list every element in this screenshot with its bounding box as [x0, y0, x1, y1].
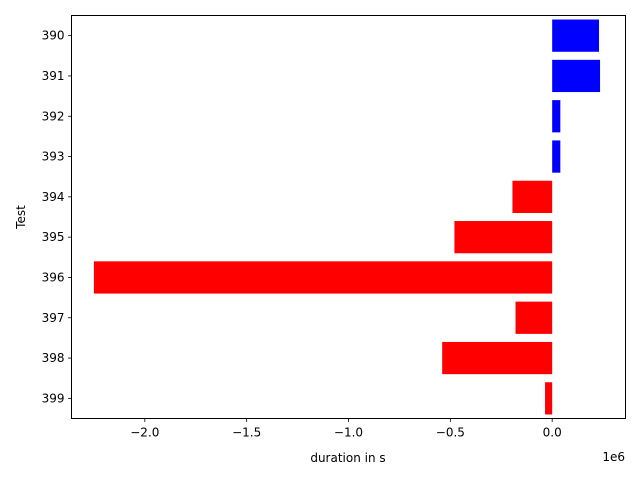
bar-396: [93, 261, 553, 294]
bar-395: [454, 221, 553, 254]
y-tick-label-395: 395: [42, 230, 65, 244]
y-tick-label-399: 399: [42, 391, 65, 405]
bar-399: [545, 382, 553, 415]
x-tick-label: −0.5: [436, 426, 465, 440]
x-tick-label: −2.0: [130, 426, 159, 440]
bars-group: [93, 19, 601, 415]
x-tick-label: 0.0: [543, 426, 562, 440]
bar-394: [512, 180, 553, 213]
y-axis-label: Test: [14, 205, 28, 230]
x-axis-offset-label: 1e6: [602, 450, 625, 464]
y-tick-label-398: 398: [42, 351, 65, 365]
x-tick-label: −1.5: [232, 426, 261, 440]
y-tick-label-392: 392: [42, 109, 65, 123]
y-axis: 390 391 392 393 394 395 396 397 398 399: [42, 29, 72, 405]
y-tick-label-391: 391: [42, 69, 65, 83]
bar-391: [552, 59, 601, 93]
x-axis: −2.0 −1.5 −1.0 −0.5 0.0: [130, 418, 562, 440]
x-axis-label: duration in s: [310, 451, 385, 465]
bar-398: [442, 341, 553, 375]
y-tick-label-390: 390: [42, 29, 65, 43]
y-tick-label-396: 396: [42, 270, 65, 284]
bar-392: [552, 100, 561, 133]
y-tick-label-394: 394: [42, 190, 65, 204]
bar-390: [552, 19, 600, 52]
y-tick-label-397: 397: [42, 311, 65, 325]
bar-397: [515, 301, 553, 334]
x-tick-label: −1.0: [334, 426, 363, 440]
bar-393: [552, 140, 561, 173]
y-tick-label-393: 393: [42, 150, 65, 164]
